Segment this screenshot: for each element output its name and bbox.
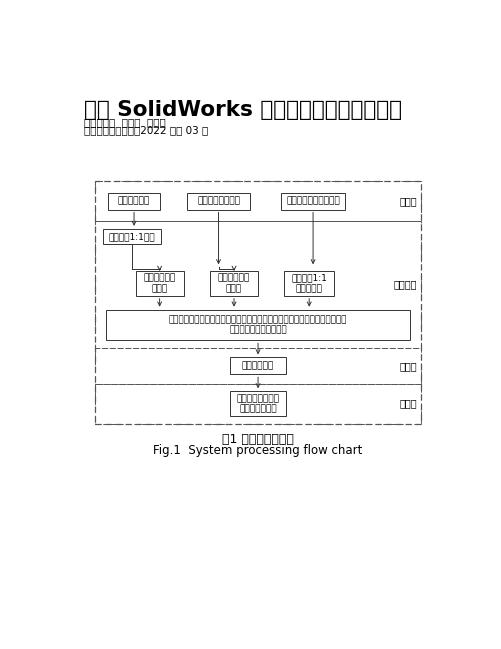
Bar [229,391,286,416]
Text: 构建全局坐标与实际坐标耦合，放入工作台、物料框、产品模族装配体、机械
手臂，构建整体装配系统: 构建全局坐标与实际坐标耦合，放入工作台、物料框、产品模族装配体、机械 手臂，构建… [168,315,347,335]
Text: 构建工作台、
物料框: 构建工作台、 物料框 [217,274,249,293]
Text: 产品模族实物: 产品模族实物 [118,197,150,206]
Text: 基于 SolidWorks 的虚拟装配路径规划研究: 基于 SolidWorks 的虚拟装配路径规划研究 [84,100,402,120]
Text: 六自由度机械手臂实物: 六自由度机械手臂实物 [286,197,339,206]
Text: 作者：张鹏  仲梁维  张泽南: 作者：张鹏 仲梁维 张泽南 [84,117,166,127]
Text: 输出层: 输出层 [398,398,416,409]
Bar [103,229,161,244]
Bar [95,221,420,348]
Bar [135,271,183,296]
Bar [106,310,409,341]
Bar [186,193,250,210]
Text: 来源：《软件工程》2022 年第 03 期: 来源：《软件工程》2022 年第 03 期 [84,126,208,136]
Bar [95,348,420,384]
Bar [95,384,420,424]
Text: 搭置实体1:1
建模与装配: 搭置实体1:1 建模与装配 [291,274,327,293]
Bar [281,193,344,210]
Text: 虚拟装配系统: 虚拟装配系统 [241,361,274,371]
Text: 系统层: 系统层 [398,361,416,371]
Bar [209,271,258,296]
Bar [95,181,420,221]
Text: Fig.1  System processing flow chart: Fig.1 System processing flow chart [153,445,362,458]
Text: 预处理层: 预处理层 [393,280,416,289]
Bar [229,358,286,374]
Text: 实体割绘1:1建模: 实体割绘1:1建模 [109,232,155,241]
Text: 装配形成模族
装配体: 装配形成模族 装配体 [143,274,175,293]
Bar [284,271,333,296]
Bar [108,193,160,210]
Text: 图1 系统处理流程图: 图1 系统处理流程图 [221,433,294,446]
Text: 输出产品模族装配
路径和答索信息: 输出产品模族装配 路径和答索信息 [236,394,279,413]
Text: 产品装配工艺文件: 产品装配工艺文件 [196,197,239,206]
Bar [95,181,420,424]
Text: 输入层: 输入层 [398,196,416,206]
